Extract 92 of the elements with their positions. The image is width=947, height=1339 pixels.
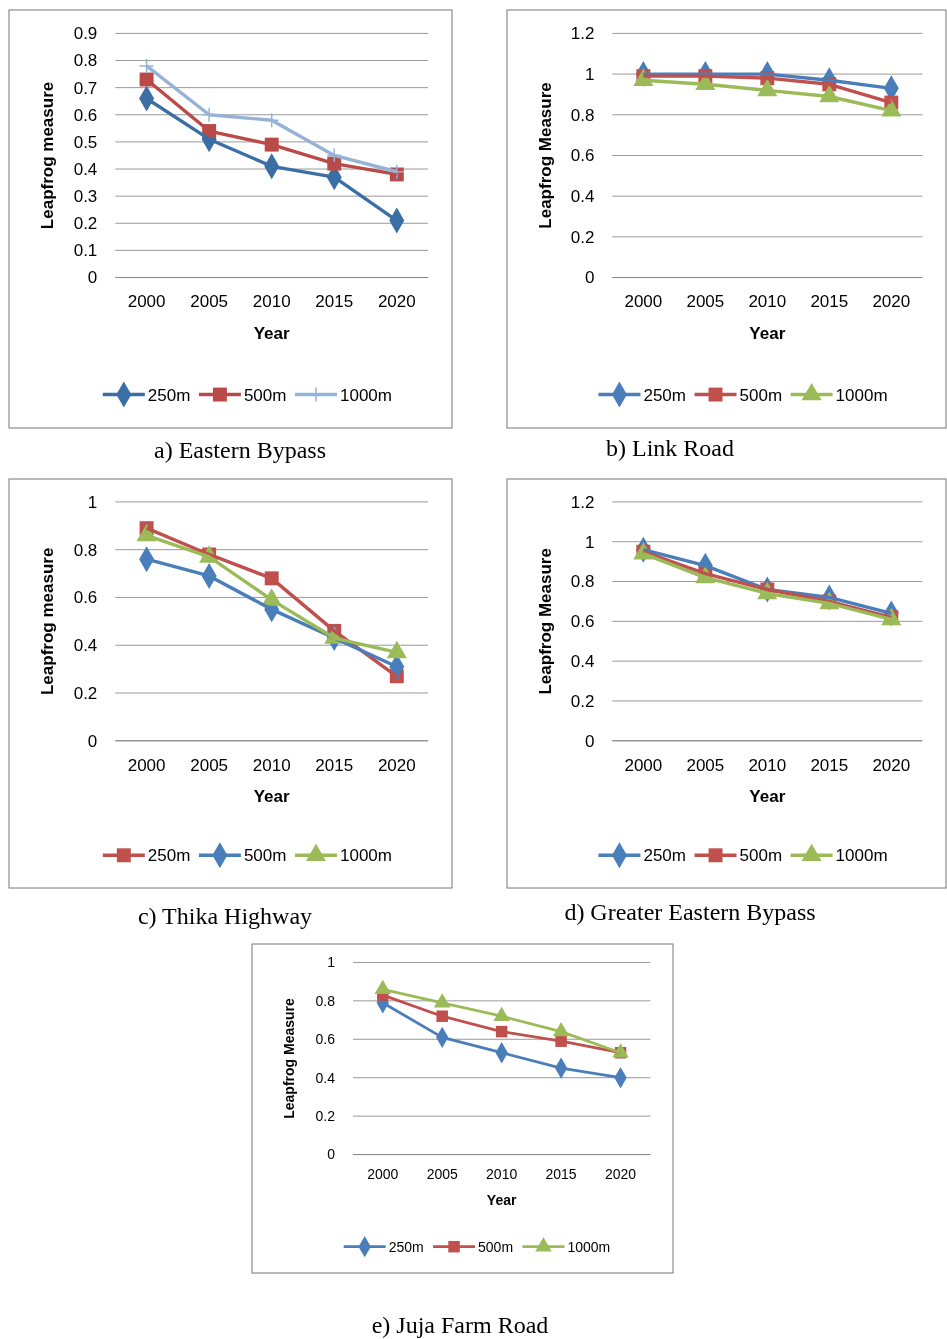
text: c) Thika Highway [137,903,313,929]
x-tick-label: 2020 [377,292,416,312]
y-tick-label: 0.6 [570,612,595,632]
x-tick-label: 2000 [367,1166,399,1183]
x-tick-label: 2010 [748,755,787,775]
legend-label: 500m [739,846,783,866]
legend-label: 1000m [339,385,392,405]
legend-label: 500m [243,846,287,866]
x-tick-label: 2020 [872,755,911,775]
legend-label: 1000m [567,1238,611,1255]
x-tick-label: 2020 [604,1166,637,1183]
y-tick-label: 1.2 [570,492,595,512]
x-tick-label: 2000 [624,755,663,775]
x-tick-label: 2005 [190,755,229,775]
y-tick-label: 0.6 [73,105,98,125]
y-tick-label: 1 [327,954,336,971]
x-tick-label: 2010 [748,292,787,312]
x-tick-label: 2010 [486,1166,518,1183]
y-tick-label: 0.4 [73,159,98,179]
y-tick-label: 0.9 [73,24,98,44]
y-tick-label: 0.5 [73,132,98,152]
y-tick-label: 0.6 [73,588,98,608]
y-tick-label: 0 [87,268,98,288]
x-tick-label: 2005 [190,292,229,312]
x-tick-label: 2015 [810,755,849,775]
y-tick-label: 0.2 [73,214,98,234]
y-tick-label: 0.4 [73,636,98,656]
y-tick-label: 0.8 [73,540,98,560]
y-tick-label: 0.6 [315,1031,336,1048]
y-tick-label: 0.4 [570,652,595,672]
legend-label: 250m [643,385,686,405]
legend-label: 1000m [835,385,888,405]
y-tick-label: 0 [87,731,98,751]
y-tick-label: 0 [584,268,595,288]
y-tick-label: 1.2 [570,24,595,44]
x-tick-label: 2015 [315,755,354,775]
x-tick-label: 2000 [127,292,166,312]
y-tick-label: 1 [87,492,98,512]
y-tick-label: 0.2 [570,227,595,247]
x-axis-title: Year [486,1191,517,1208]
y-tick-label: 0.8 [570,572,595,592]
x-tick-label: 2005 [686,292,725,312]
legend-label: 1000m [339,846,392,866]
y-tick-label: 0.4 [570,187,595,207]
legend-label: 500m [478,1238,514,1255]
x-axis-title: Year [253,323,291,343]
y-axis-title: Leapfrog measure [38,547,58,696]
x-axis-title: Year [749,786,786,806]
x-tick-label: 2005 [426,1166,458,1183]
legend-label: 500m [243,385,287,405]
y-tick-label: 0.8 [73,51,98,71]
legend-label: 250m [643,846,686,866]
y-tick-label: 0.8 [315,992,336,1009]
x-tick-label: 2010 [252,292,291,312]
y-tick-label: 0.2 [73,683,98,703]
x-tick-label: 2015 [810,292,849,312]
text: a) Eastern Bypass [154,437,326,463]
x-tick-label: 2020 [872,292,911,312]
x-tick-label: 2015 [315,292,354,312]
y-tick-label: 0.2 [570,691,595,711]
y-tick-label: 0.1 [73,241,98,261]
legend-label: 500m [739,385,783,405]
text: b) Link Road [606,435,734,461]
y-tick-label: 0.3 [73,187,98,207]
x-tick-label: 2010 [252,755,291,775]
y-tick-label: 0.4 [315,1069,336,1086]
y-axis-title: Leapfrog Measure [535,548,555,695]
y-tick-label: 1 [584,65,595,85]
text: d) Greater Eastern Bypass [564,899,816,925]
x-tick-label: 2005 [686,755,725,775]
x-tick-label: 2000 [624,292,663,312]
y-axis-title: Leapfrog Measure [535,82,555,229]
point [138,58,155,74]
legend-label: 1000m [835,846,888,866]
legend-label: 250m [147,846,191,866]
x-tick-label: 2020 [377,755,416,775]
y-tick-label: 0.6 [570,146,595,166]
y-tick-label: 1 [584,532,595,552]
legend-label: 250m [388,1238,424,1255]
x-axis-title: Year [749,323,786,343]
y-tick-label: 0.2 [315,1108,336,1125]
x-tick-label: 2015 [545,1166,577,1183]
y-tick-label: 0 [584,731,595,751]
legend-label: 250m [147,385,191,405]
y-axis-title: Leapfrog Measure [281,997,298,1119]
y-tick-label: 0.8 [570,105,595,125]
x-axis-title: Year [253,786,291,806]
y-tick-label: 0.7 [73,78,98,98]
y-tick-label: 0 [327,1146,336,1163]
text: e) Juja Farm Road [371,1312,549,1338]
x-tick-label: 2000 [127,755,166,775]
y-axis-title: Leapfrog measure [38,81,58,230]
